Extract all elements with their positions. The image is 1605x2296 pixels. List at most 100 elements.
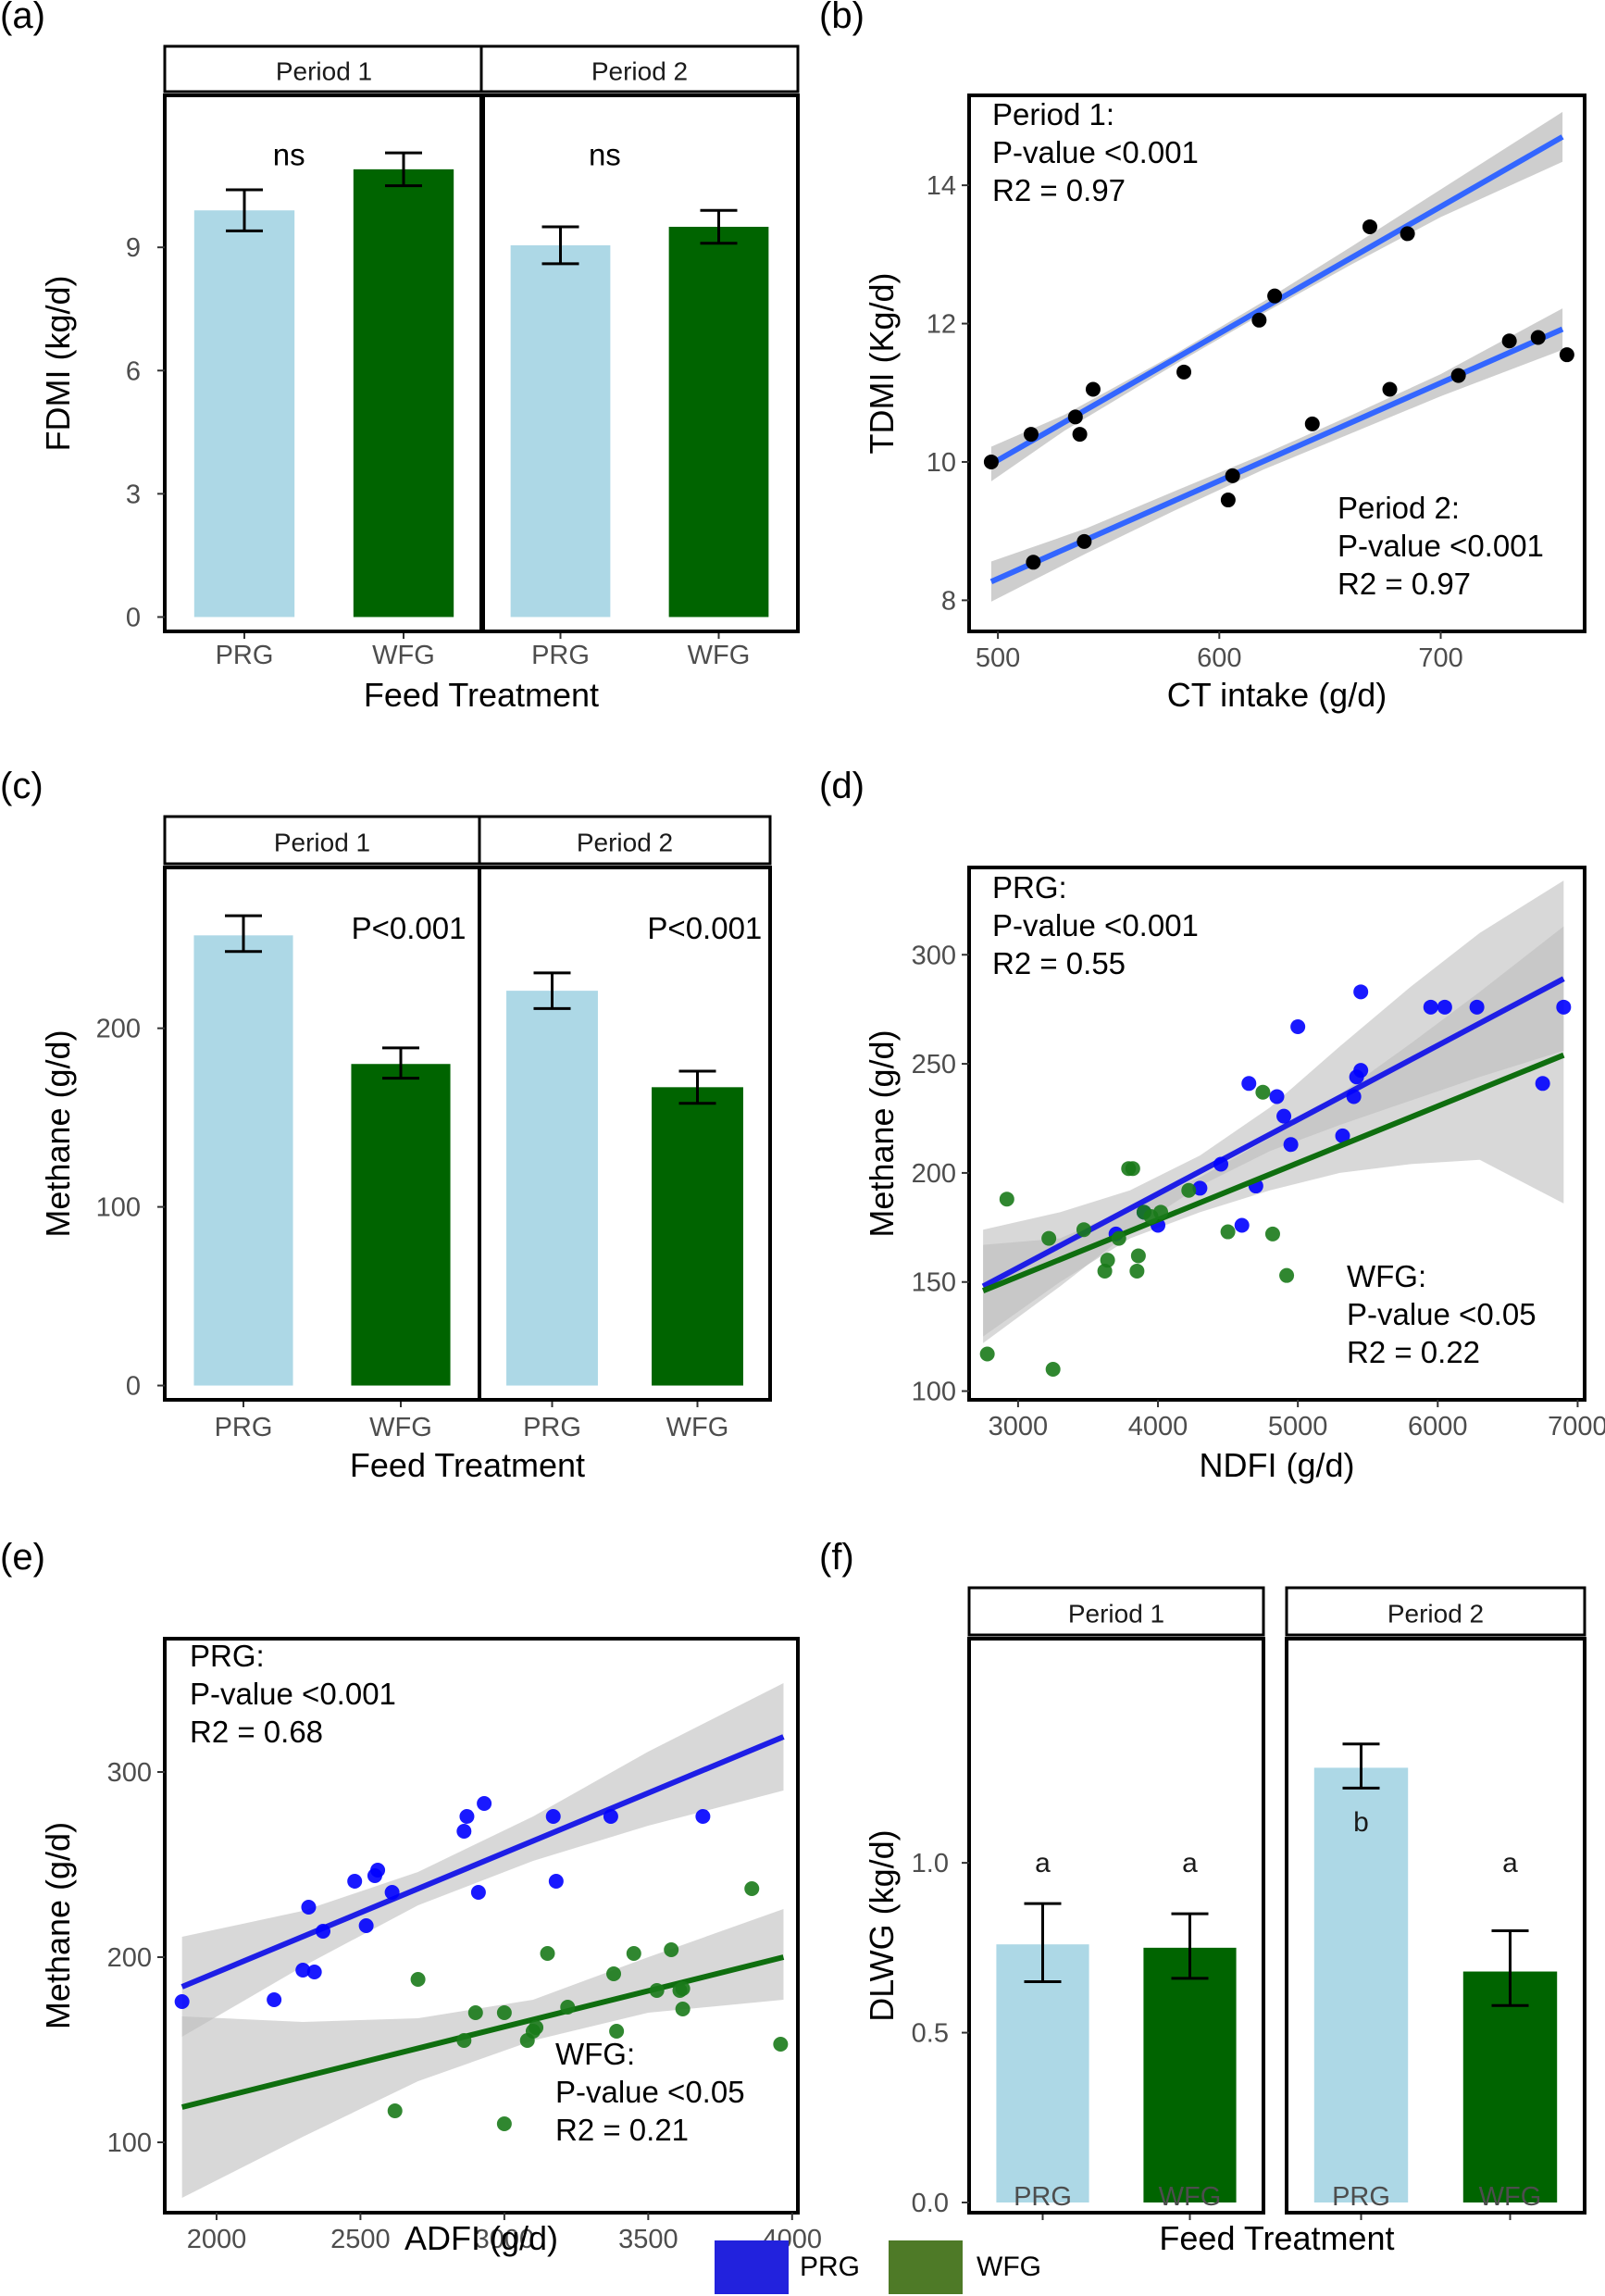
data-point-wfg: [1111, 1230, 1126, 1246]
data-point-prg: [1423, 999, 1438, 1015]
data-point-prg: [306, 1965, 322, 1979]
scatter-chart-d: PRG:P-value <0.001 R2 = 0.55 WFG: P-value <…: [863, 866, 1605, 1484]
data-point-prg: [1469, 999, 1485, 1015]
y-tick-label: 0.5: [912, 2019, 949, 2049]
significance-annotation: P<0.001: [647, 911, 762, 945]
bar-wfg: [353, 168, 454, 618]
stats-annotation-line: P-value <0.001: [1338, 529, 1544, 563]
data-point-period-2: [1450, 368, 1466, 383]
bar-wfg: [668, 226, 769, 618]
data-point-prg: [358, 1918, 374, 1933]
facet-label: Period 1: [274, 829, 370, 857]
data-point-prg: [1437, 999, 1452, 1015]
data-point-period-1: [1267, 288, 1283, 304]
y-tick-label: 200: [107, 1943, 152, 1973]
plot-frame: [967, 866, 1586, 1402]
data-point-prg: [1234, 1217, 1250, 1233]
y-tick-label: 100: [912, 1378, 956, 1407]
bar-chart-a: Period 1 PRG WFG ns Period 2 PRG WFG ns 0 3 6 9 Feed…: [39, 44, 800, 714]
data-point-period-2: [1559, 347, 1574, 363]
data-point-period-1: [1362, 218, 1377, 234]
stats-annotation-line: Period 1:: [992, 97, 1114, 131]
data-point-prg: [1556, 999, 1572, 1015]
x-axis-title: Feed Treatment: [364, 676, 599, 714]
data-point-period-1: [1072, 427, 1088, 443]
facet-frame: [478, 866, 772, 1402]
data-point-prg: [695, 1809, 711, 1824]
y-tick-label: 250: [912, 1050, 956, 1079]
x-tick-label: 3000: [989, 1412, 1049, 1441]
stats-annotation-line: P-value <0.05: [555, 2075, 745, 2109]
bar-prg: [996, 1944, 1089, 2202]
stats-annotation-line: R2 = 0.97: [992, 173, 1126, 207]
stats-annotation-line: WFG:: [1347, 1259, 1426, 1293]
data-point-period-2: [1076, 533, 1092, 549]
data-point-period-2: [1530, 330, 1546, 345]
data-point-prg: [456, 1824, 472, 1839]
x-tick-label: PRG: [216, 641, 274, 670]
x-tick-label: PRG: [1332, 2182, 1390, 2212]
panel-tag: (e): [0, 1537, 45, 1578]
facet-label: Period 2: [591, 57, 688, 86]
data-point-prg: [1276, 1108, 1292, 1124]
bar-chart-f: Period 1 a PRG a WFG Period 2 b PRG a WFG 0.0 0.5 1.…: [863, 1586, 1586, 2257]
data-point-prg: [1335, 1128, 1350, 1143]
x-tick-label: PRG: [215, 1413, 273, 1442]
data-point-wfg: [606, 1966, 622, 1981]
data-point-prg: [1290, 1019, 1306, 1035]
data-point-prg: [1213, 1156, 1229, 1172]
stats-annotation-line: R2 = 0.21: [555, 2113, 689, 2147]
data-point-wfg: [1041, 1230, 1057, 1246]
y-tick-label: 100: [96, 1193, 141, 1223]
stats-annotation-line: R2 = 0.55: [992, 946, 1126, 980]
facet-frame: [967, 1637, 1265, 2215]
data-point-wfg: [664, 1942, 679, 1957]
data-point-period-1: [1067, 409, 1083, 425]
x-tick-label: 2000: [187, 2225, 247, 2254]
y-axis-title: TDMI (Kg/d): [863, 272, 901, 454]
stats-annotation-line: PRG:: [190, 1639, 265, 1673]
data-point-prg: [1353, 984, 1369, 1000]
data-point-period-2: [1220, 493, 1236, 508]
bar-prg: [193, 210, 295, 618]
data-point-period-1: [983, 454, 999, 469]
x-tick-label: 5000: [1268, 1412, 1328, 1441]
data-point-period-2: [1382, 381, 1398, 397]
y-tick-label: 200: [96, 1015, 141, 1044]
y-tick-label: 1.0: [912, 1849, 949, 1878]
data-point-period-1: [1085, 381, 1101, 397]
bar-prg: [510, 244, 611, 618]
x-axis-title: ADFI (g/d): [404, 2219, 558, 2257]
data-point-wfg: [675, 1981, 691, 1996]
x-tick-label: WFG: [688, 641, 751, 670]
x-tick-label: 2500: [330, 2225, 391, 2254]
x-tick-label: 600: [1197, 643, 1241, 673]
stats-annotation-line: P-value <0.001: [992, 135, 1199, 169]
data-point-wfg: [496, 2116, 512, 2131]
x-tick-label: 3000: [475, 2225, 535, 2254]
y-tick-label: 0: [126, 603, 141, 632]
legend-label-wfg: WFG: [977, 2252, 1041, 2282]
panel-tag: (d): [819, 766, 865, 806]
y-tick-label: 150: [912, 1268, 956, 1298]
bar-prg: [193, 935, 293, 1386]
facet-strip: [479, 44, 800, 94]
y-tick-label: 14: [927, 171, 956, 201]
y-tick-label: 100: [107, 2128, 152, 2158]
data-point-period-1: [1176, 364, 1192, 380]
significance-annotation: ns: [273, 137, 305, 171]
x-tick-label: WFG: [1159, 2182, 1222, 2212]
y-axis-title: FDMI (kg/d): [39, 275, 77, 451]
data-point-wfg: [773, 2037, 789, 2052]
legend-swatch-wfg: [889, 2240, 963, 2294]
fit-line-prg: [180, 1734, 785, 1990]
bar-wfg: [652, 1087, 743, 1386]
bar-wfg: [1143, 1947, 1237, 2202]
x-axis-title: CT intake (g/d): [1167, 676, 1387, 714]
data-point-wfg: [1153, 1204, 1169, 1220]
x-tick-label: WFG: [1479, 2182, 1542, 2212]
panel-tag: (c): [0, 766, 44, 806]
x-tick-label: WFG: [666, 1413, 729, 1442]
x-tick-label: 700: [1418, 643, 1462, 673]
plot-frame: [163, 1637, 800, 2215]
